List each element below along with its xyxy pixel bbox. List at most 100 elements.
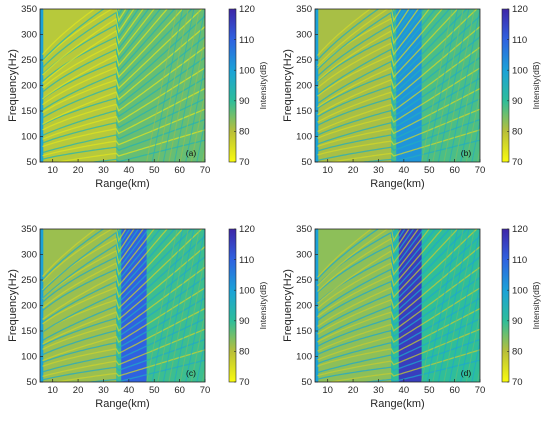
striation-line xyxy=(317,338,480,380)
x-tick-label: 40 xyxy=(124,165,135,176)
x-tick-label: 40 xyxy=(399,385,410,396)
x-tick-label: 70 xyxy=(475,165,486,176)
x-tick-label: 50 xyxy=(149,165,160,176)
striation-line xyxy=(317,87,480,148)
striation-line xyxy=(42,118,205,160)
far-field-striation xyxy=(465,90,480,162)
x-tick-label: 30 xyxy=(373,165,384,176)
y-axis-label: Frequency(Hz) xyxy=(7,49,19,122)
striation-line xyxy=(317,266,480,352)
striation-line xyxy=(317,15,480,118)
panel-label: (b) xyxy=(461,148,472,158)
striation-line xyxy=(317,9,443,97)
colorbar xyxy=(501,228,510,383)
striation-line xyxy=(317,9,451,105)
striation-line xyxy=(42,9,127,62)
striation-line xyxy=(317,26,480,123)
far-field-striation xyxy=(460,62,480,162)
heatmap xyxy=(315,229,480,382)
striation-line xyxy=(317,67,480,139)
colorbar-tick-label: 110 xyxy=(512,35,527,46)
far-field-striation xyxy=(201,146,205,162)
far-field-striation xyxy=(454,34,480,162)
far-field-striation xyxy=(146,9,178,162)
striation-line xyxy=(317,9,430,89)
heatmap xyxy=(40,9,205,162)
x-tick-label: 60 xyxy=(174,165,185,176)
striation-line xyxy=(42,9,184,106)
x-tick-label: 30 xyxy=(98,385,109,396)
far-field-striation xyxy=(173,229,205,382)
striation-line xyxy=(42,229,127,282)
striation-line xyxy=(317,276,480,355)
striation-line xyxy=(42,338,205,381)
far-field-striation xyxy=(448,229,480,382)
far-field-striation xyxy=(162,229,195,382)
striation-line xyxy=(42,9,131,69)
colorbar-tick-label: 100 xyxy=(512,65,528,76)
y-tick-label: 300 xyxy=(296,250,312,261)
y-tick-label: 250 xyxy=(296,275,312,286)
striation-line xyxy=(42,318,205,373)
striation-line xyxy=(317,118,480,162)
striation-line xyxy=(42,229,155,309)
striation-line xyxy=(42,229,123,281)
far-field-striation xyxy=(448,9,480,162)
far-field-striation xyxy=(471,118,480,162)
x-tick-label: 20 xyxy=(73,165,84,176)
panel-label: (c) xyxy=(186,368,196,378)
panel-d: 10 20 30 40 50 60 70 50 100 150 200 250 300 350 Range(… xyxy=(282,224,541,410)
x-tick-label: 10 xyxy=(322,385,333,396)
striation-line xyxy=(317,229,410,292)
striation-line xyxy=(317,9,420,82)
x-tick-label: 20 xyxy=(73,385,84,396)
colorbar-tick-label: 110 xyxy=(239,255,254,266)
far-field-striation xyxy=(465,310,480,382)
panel-c: 10 20 30 40 50 60 70 50 100 150 200 250 300 350 Range(… xyxy=(7,224,268,410)
colorbar-label: Intensity(dB) xyxy=(531,61,541,109)
striation-line xyxy=(317,229,468,332)
striation-line xyxy=(317,229,415,294)
striation-line xyxy=(317,328,480,377)
y-tick-label: 150 xyxy=(21,106,37,117)
striation-line xyxy=(317,229,395,278)
x-tick-label: 70 xyxy=(200,385,211,396)
far-field-striation xyxy=(454,254,480,382)
far-field-striation xyxy=(196,338,205,382)
striation-line xyxy=(317,9,437,96)
far-field-striation xyxy=(196,118,205,162)
striation-line xyxy=(317,77,480,145)
colorbar-tick-label: 80 xyxy=(512,347,523,358)
striation-line xyxy=(317,229,430,309)
striation-line xyxy=(317,9,468,109)
y-tick-label: 350 xyxy=(21,4,37,15)
far-field-striation xyxy=(443,9,475,162)
striation-line xyxy=(317,229,420,304)
colorbar-tick-label: 120 xyxy=(239,224,255,235)
colorbar-tick-label: 80 xyxy=(512,127,523,138)
striation-line xyxy=(42,328,205,378)
striation-line xyxy=(42,9,145,84)
y-tick-label: 350 xyxy=(21,224,37,235)
striation-line xyxy=(317,9,406,71)
y-tick-label: 50 xyxy=(26,377,37,388)
striation-line xyxy=(42,229,162,312)
panel-b: 10 20 30 40 50 60 70 50 100 150 200 250 300 350 Range(… xyxy=(282,4,541,190)
striation-line xyxy=(317,229,406,286)
y-axis-label: Frequency(Hz) xyxy=(7,269,19,342)
striation-line xyxy=(42,9,162,93)
y-tick-label: 50 xyxy=(301,377,312,388)
y-axis-label: Frequency(Hz) xyxy=(282,269,294,342)
striation-line xyxy=(317,9,395,56)
far-field-striation xyxy=(151,229,184,382)
y-tick-label: 150 xyxy=(21,326,37,337)
y-tick-label: 100 xyxy=(296,132,312,143)
striation-line xyxy=(42,229,145,300)
colorbar-tick-label: 90 xyxy=(512,96,523,107)
colorbar-label: Intensity(dB) xyxy=(531,281,541,329)
far-field-striation xyxy=(179,254,205,382)
y-axis-label: Frequency(Hz) xyxy=(282,49,294,122)
y-tick-label: 300 xyxy=(21,30,37,41)
x-tick-label: 40 xyxy=(399,165,410,176)
y-tick-label: 250 xyxy=(296,55,312,66)
